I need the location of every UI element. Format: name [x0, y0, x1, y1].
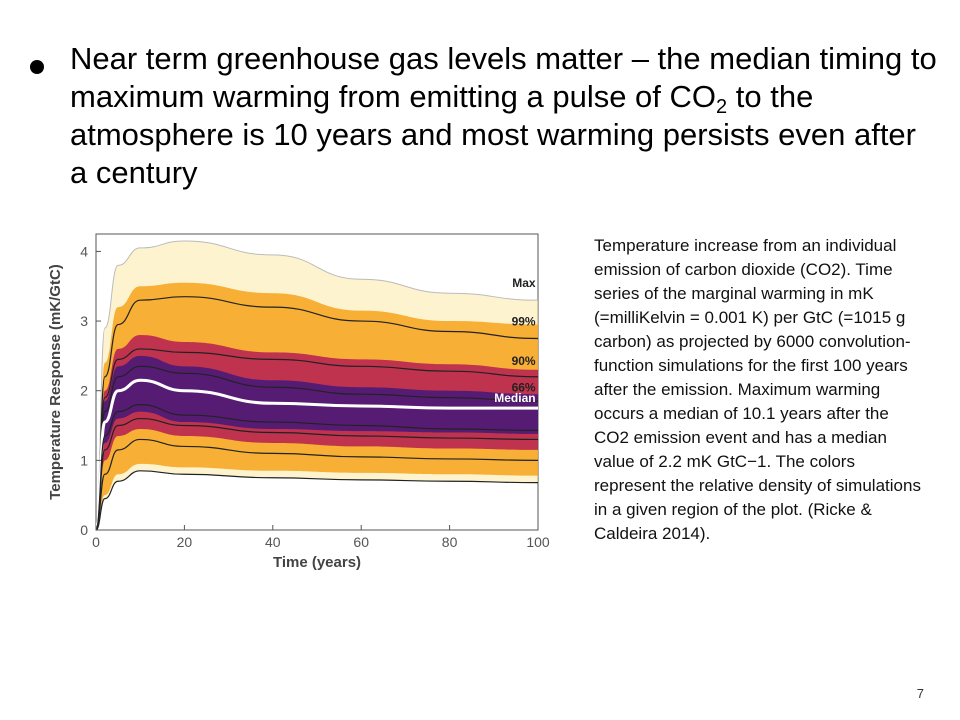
temperature-response-chart: Max 99% 90% 66%Median 0 20 40 60 80 100 0 1 2 3 4 Ti…	[47, 233, 550, 571]
bullet-text-part2: to the atmosphere is 10 years and most w…	[70, 79, 916, 190]
x-axis-ticks: 0 20 40 60 80 100	[92, 525, 550, 550]
x-tick-label: 80	[442, 534, 458, 550]
bullet-dot-icon	[30, 60, 44, 74]
x-tick-label: 60	[353, 534, 369, 550]
series-label-90pct: 90%	[512, 354, 536, 368]
y-tick-label: 1	[80, 452, 88, 468]
bullet-text: Near term greenhouse gas levels matter –…	[70, 40, 940, 192]
series-line-lower-8	[95, 470, 539, 531]
y-axis-ticks: 0 1 2 3 4	[80, 243, 101, 538]
bullet-point: Near term greenhouse gas levels matter –…	[30, 40, 940, 192]
x-tick-label: 100	[526, 534, 550, 550]
series-line-lower-5	[95, 404, 539, 531]
density-band-core	[96, 355, 538, 530]
series-label-99pct: 99%	[512, 315, 536, 329]
co2-subscript: 2	[716, 96, 728, 118]
x-tick-label: 40	[265, 534, 281, 550]
y-tick-label: 2	[80, 383, 88, 399]
x-axis-label: Time (years)	[273, 554, 361, 571]
series-line-99pct	[95, 296, 539, 531]
figure-caption: Temperature increase from an individual …	[594, 236, 921, 543]
series-labels: Max 99% 90% 66%Median	[494, 276, 536, 405]
x-tick-label: 0	[92, 534, 100, 550]
slide-number: 7	[916, 686, 924, 701]
series-label-median: Median	[494, 391, 535, 405]
chart-container: Max 99% 90% 66% Median 0 20 40 60 80 100 0 1 2 3 4 Ti…	[40, 220, 560, 580]
y-tick-label: 3	[80, 313, 88, 329]
y-axis-label: Temperature Response (mK/GtC)	[47, 264, 64, 500]
series-label-66pct: 66%	[512, 381, 536, 395]
bullet-text-part1: Near term greenhouse gas levels matter –…	[70, 41, 937, 114]
series-line-max	[95, 240, 539, 531]
y-tick-label: 0	[80, 522, 88, 538]
series-line-66pct	[95, 365, 539, 531]
series-line-lower-6	[95, 417, 539, 531]
y-tick-label: 4	[80, 243, 88, 259]
series-line-90pct	[95, 348, 539, 531]
density-bands	[96, 240, 538, 530]
percentile-lines	[94, 240, 539, 532]
series-line-lower-7	[95, 438, 539, 531]
series-line-median	[94, 378, 538, 532]
x-tick-label: 20	[177, 534, 193, 550]
series-label-max: Max	[512, 276, 536, 290]
